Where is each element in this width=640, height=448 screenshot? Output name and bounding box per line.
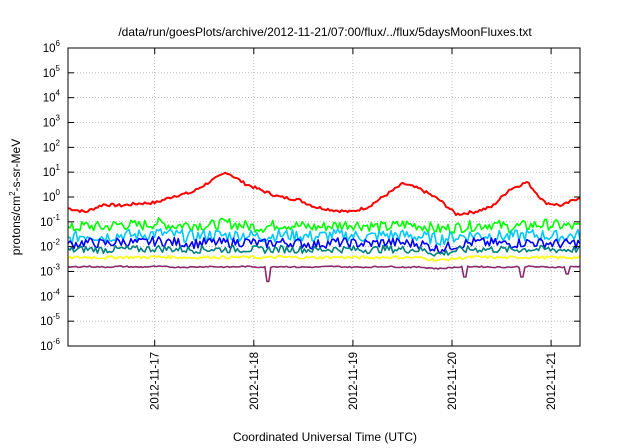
x-axis: 2012-11-17 2012-11-18 2012-11-19 2012-11-20… <box>150 48 558 410</box>
series-group <box>67 171 581 283</box>
grid <box>68 48 580 346</box>
x-axis-title: Coordinated Universal Time (UTC) <box>233 430 417 444</box>
chart-title: /data/run/goesPlots/archive/2012-11-21/0… <box>118 25 532 39</box>
x-tick-label: 2012-11-19 <box>348 352 360 410</box>
y-tick-exp: -2 <box>53 238 61 247</box>
y-tick-exp: -6 <box>53 337 61 346</box>
series-line-7 <box>67 265 581 283</box>
y-tick-label: 106 <box>43 39 61 55</box>
y-tick-exp: -4 <box>53 287 61 296</box>
series-line-1 <box>67 171 581 216</box>
y-tick-exp: 4 <box>56 89 61 98</box>
y-tick-base: 10 <box>40 291 53 303</box>
y-tick-exp: 5 <box>56 64 61 73</box>
y-axis-title-suffix: -s-sr-MeV <box>9 139 23 192</box>
y-tick-base: 10 <box>43 142 56 154</box>
y-tick-base: 10 <box>43 192 56 204</box>
x-tick-label: 2012-11-17 <box>150 352 162 410</box>
y-tick-exp: 6 <box>56 39 61 48</box>
y-tick-label: 104 <box>43 89 61 105</box>
y-axis-title: protons/cm2-s-sr-MeV <box>8 139 23 255</box>
y-tick-label: 10-5 <box>40 312 60 328</box>
y-tick-base: 10 <box>40 341 53 353</box>
series-line-6 <box>67 254 581 262</box>
y-tick-exp: 3 <box>56 114 61 123</box>
series-line-5 <box>67 244 581 257</box>
series-line-3 <box>67 228 581 246</box>
y-tick-label: 103 <box>43 114 61 130</box>
y-tick-label: 105 <box>43 64 61 80</box>
y-tick-base: 10 <box>40 267 53 279</box>
y-tick-label: 10-2 <box>40 238 60 254</box>
y-tick-label: 10-3 <box>40 263 60 279</box>
y-tick-base: 10 <box>43 43 56 55</box>
y-tick-base: 10 <box>40 242 53 254</box>
x-tick-label: 2012-11-18 <box>249 352 261 410</box>
y-axis-title-prefix: protons/cm <box>9 196 23 255</box>
y-axis-title-sup: 2 <box>8 191 17 196</box>
y-tick-base: 10 <box>43 68 56 80</box>
y-tick-base: 10 <box>43 118 56 130</box>
y-axis: 10610510410310210110010-110-210-310-410-… <box>40 39 580 353</box>
y-tick-exp: -1 <box>53 213 61 222</box>
y-tick-base: 10 <box>43 167 56 179</box>
x-tick-label: 2012-11-20 <box>447 352 459 410</box>
y-tick-base: 10 <box>40 316 53 328</box>
series-line-2 <box>67 217 581 234</box>
y-tick-exp: 1 <box>56 163 61 172</box>
y-tick-label: 10-4 <box>40 287 60 303</box>
x-tick-label: 2012-11-21 <box>546 352 558 410</box>
y-tick-label: 100 <box>43 188 61 204</box>
series-line-4 <box>67 235 581 255</box>
y-tick-label: 10-6 <box>40 337 60 353</box>
y-tick-label: 102 <box>43 138 61 154</box>
y-tick-exp: 0 <box>56 188 61 197</box>
y-tick-exp: -5 <box>53 312 61 321</box>
y-tick-exp: 2 <box>56 138 61 147</box>
y-tick-label: 101 <box>43 163 61 179</box>
y-tick-exp: -3 <box>53 263 61 272</box>
y-tick-label: 10-1 <box>40 213 60 229</box>
y-tick-base: 10 <box>40 217 53 229</box>
y-tick-base: 10 <box>43 93 56 105</box>
